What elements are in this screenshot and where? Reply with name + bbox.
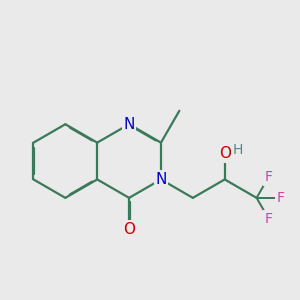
Text: F: F bbox=[277, 191, 284, 205]
Text: N: N bbox=[123, 117, 135, 132]
Text: F: F bbox=[265, 212, 273, 226]
Text: O: O bbox=[123, 222, 135, 237]
Text: N: N bbox=[155, 172, 167, 187]
Text: H: H bbox=[232, 143, 243, 157]
Text: F: F bbox=[265, 170, 273, 184]
Text: O: O bbox=[219, 146, 231, 161]
